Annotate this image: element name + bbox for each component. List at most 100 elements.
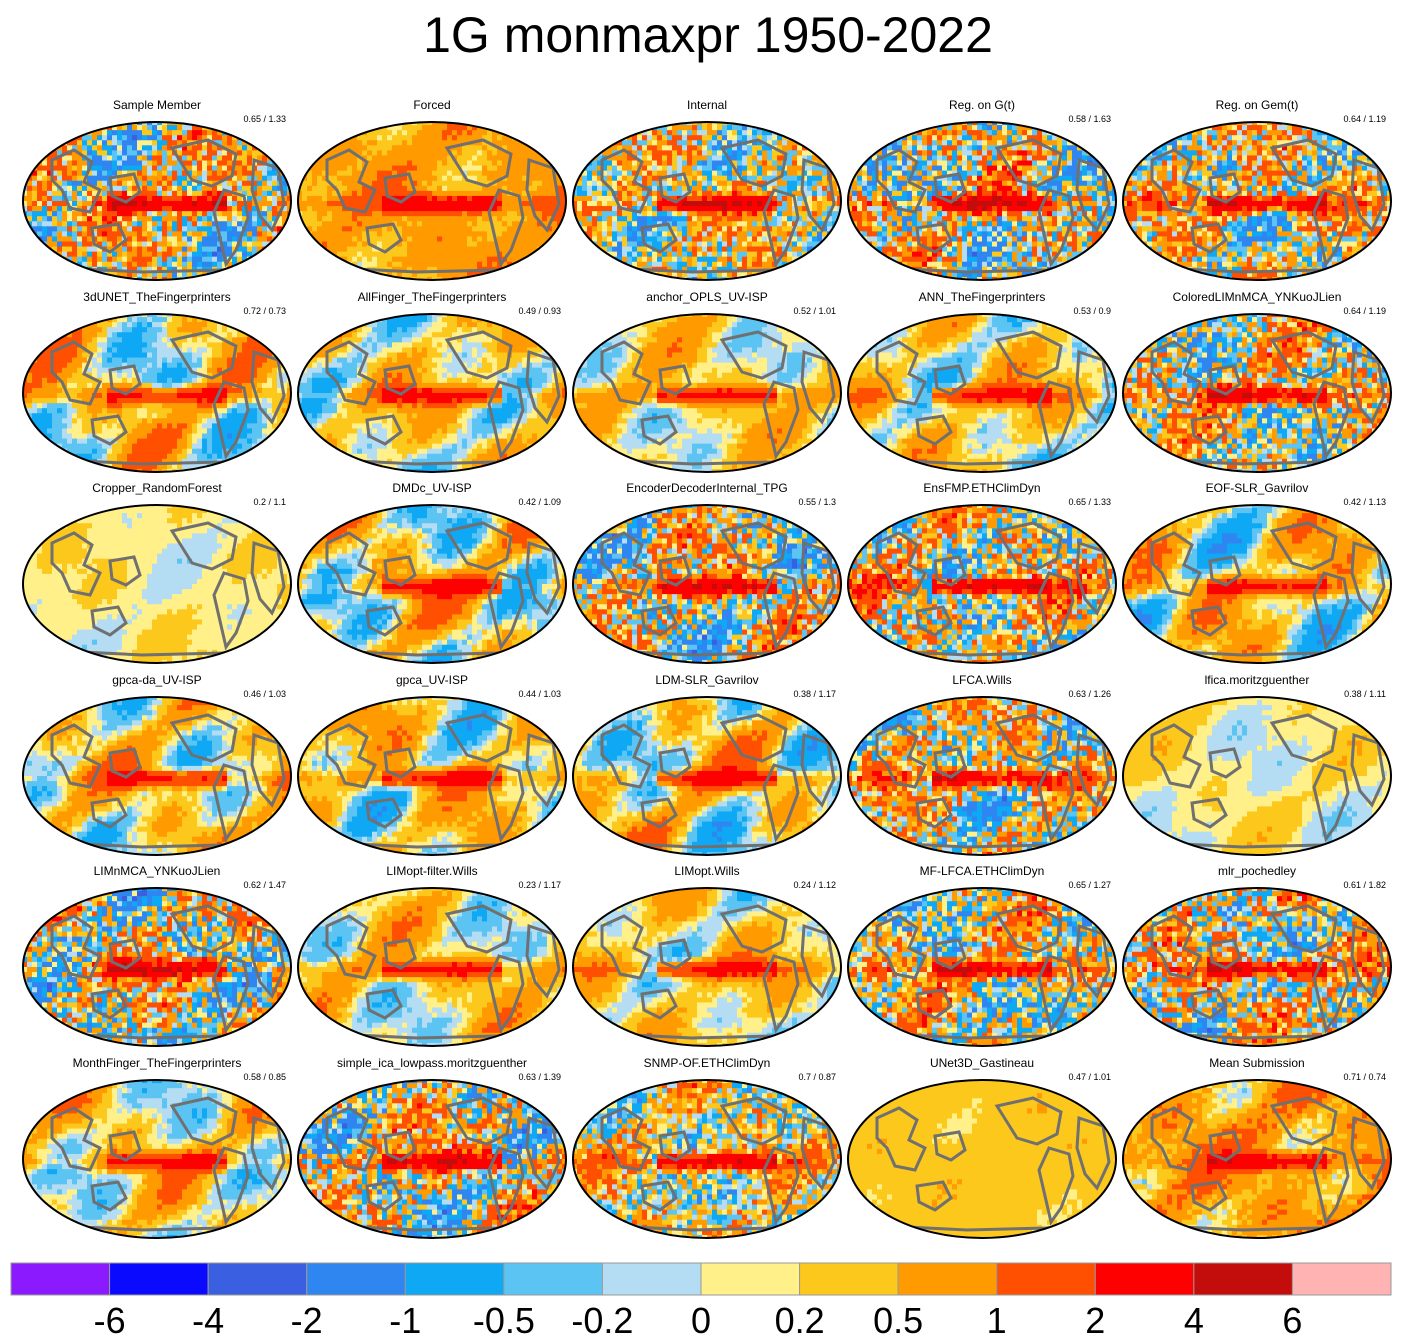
map-border	[1122, 121, 1392, 281]
continent-outline	[600, 148, 652, 214]
map-heatmap	[572, 1079, 842, 1239]
continent-outline	[108, 747, 142, 779]
map-heatmap	[297, 887, 567, 1047]
map-panel: Cropper_RandomForest 0.2 / 1.1	[22, 481, 292, 667]
continent-outline	[762, 954, 800, 1034]
panel-stats: 0.2 / 1.1	[253, 497, 286, 507]
continent-outline	[1190, 605, 1228, 637]
map-panel: EOF-SLR_Gavrilov 0.42 / 1.13	[1122, 481, 1392, 667]
map-border	[22, 887, 292, 1047]
continent-outline	[933, 555, 967, 587]
continent-outline	[640, 797, 678, 829]
map-panel: DMDc_UV-ISP 0.42 / 1.09	[297, 481, 567, 667]
panel-title: LIMnMCA_YNKuoJLien	[22, 864, 292, 878]
panel-stats: 0.65 / 1.33	[1068, 497, 1111, 507]
continent-outline	[640, 222, 678, 254]
panel-stats: 0.52 / 1.01	[793, 306, 836, 316]
colorbar-swatch	[897, 1262, 998, 1296]
map-heatmap	[297, 504, 567, 664]
colorbar-tick-label: -0.5	[473, 1300, 535, 1342]
continent-outline	[658, 938, 692, 970]
map-panel: MF-LFCA.ETHClimDyn 0.65 / 1.27	[847, 864, 1117, 1050]
map-border	[297, 887, 567, 1047]
continent-outline	[1150, 148, 1202, 214]
continent-outline	[1190, 988, 1228, 1020]
map-heatmap	[572, 313, 842, 473]
map-heatmap	[22, 504, 292, 664]
colorbar-swatch	[601, 1262, 702, 1296]
colorbar-tick-label: 0	[691, 1300, 711, 1342]
continent-outline	[212, 188, 250, 268]
panel-title: LIMopt-filter.Wills	[297, 864, 567, 878]
continent-outline	[719, 1096, 788, 1146]
continent-outline	[169, 330, 238, 380]
panel-stats: 0.46 / 1.03	[243, 689, 286, 699]
continent-outline	[915, 988, 953, 1020]
map-panel: LIMopt.Wills 0.24 / 1.12	[572, 864, 842, 1050]
continent-outline	[90, 988, 128, 1020]
panel-title: 3dUNET_TheFingerprinters	[22, 290, 292, 304]
continent-outline	[600, 340, 652, 406]
continent-outline	[933, 938, 967, 970]
map-heatmap	[572, 121, 842, 281]
map-heatmap	[572, 504, 842, 664]
continent-outline	[1269, 521, 1338, 571]
panel-title: UNet3D_Gastineau	[847, 1056, 1117, 1070]
continent-outline	[444, 904, 513, 954]
panel-title: AllFinger_TheFingerprinters	[297, 290, 567, 304]
continent-outline	[365, 988, 403, 1020]
continent-outline	[1269, 330, 1338, 380]
continent-outline	[600, 1106, 652, 1172]
map-border	[847, 121, 1117, 281]
map-panel: Forced	[297, 98, 567, 284]
map-border	[297, 1079, 567, 1239]
panel-title: gpca-da_UV-ISP	[22, 673, 292, 687]
continent-outline	[875, 531, 927, 597]
map-border	[22, 696, 292, 856]
continent-outline	[108, 555, 142, 587]
continent-outline	[383, 172, 417, 204]
map-panel: 3dUNET_TheFingerprinters 0.72 / 0.73	[22, 290, 292, 476]
colorbar-swatch	[1094, 1262, 1195, 1296]
map-heatmap	[847, 313, 1117, 473]
continent-outline	[365, 797, 403, 829]
continent-outline	[1312, 571, 1350, 651]
continent-outline	[994, 904, 1063, 954]
map-heatmap	[572, 887, 842, 1047]
continent-outline	[640, 605, 678, 637]
continent-outline	[383, 555, 417, 587]
panel-title: simple_ica_lowpass.moritzguenther	[297, 1056, 567, 1070]
continent-outline	[169, 713, 238, 763]
continent-outline	[1208, 364, 1242, 396]
panel-stats: 0.71 / 0.74	[1343, 1072, 1386, 1082]
continent-outline	[994, 138, 1063, 188]
map-panel: Sample Member 0.65 / 1.33	[22, 98, 292, 284]
colorbar-swatch	[996, 1262, 1096, 1296]
continent-outline	[1312, 188, 1350, 268]
continent-outline	[383, 364, 417, 396]
continent-outline	[50, 340, 102, 406]
continent-outline	[640, 414, 678, 446]
continent-outline	[1208, 747, 1242, 779]
continent-outline	[915, 222, 953, 254]
continent-outline	[1312, 380, 1350, 460]
continent-outline	[1037, 380, 1075, 460]
panel-title: EnsFMP.ETHClimDyn	[847, 481, 1117, 495]
colorbar-tick-label: -6	[94, 1300, 126, 1342]
map-border	[1122, 504, 1392, 664]
continent-outline	[1312, 763, 1350, 843]
colorbar-swatch	[10, 1262, 111, 1296]
map-heatmap	[297, 313, 567, 473]
map-panel: lfica.moritzguenther 0.38 / 1.11	[1122, 673, 1392, 859]
map-border	[297, 504, 567, 664]
continent-outline	[444, 1096, 513, 1146]
panel-title: LIMopt.Wills	[572, 864, 842, 878]
continent-outline	[719, 138, 788, 188]
continent-outline	[444, 330, 513, 380]
continent-outline	[1150, 1106, 1202, 1172]
continent-outline	[212, 380, 250, 460]
panel-stats: 0.38 / 1.17	[793, 689, 836, 699]
continent-outline	[658, 555, 692, 587]
continent-outline	[1150, 531, 1202, 597]
map-heatmap	[22, 1079, 292, 1239]
